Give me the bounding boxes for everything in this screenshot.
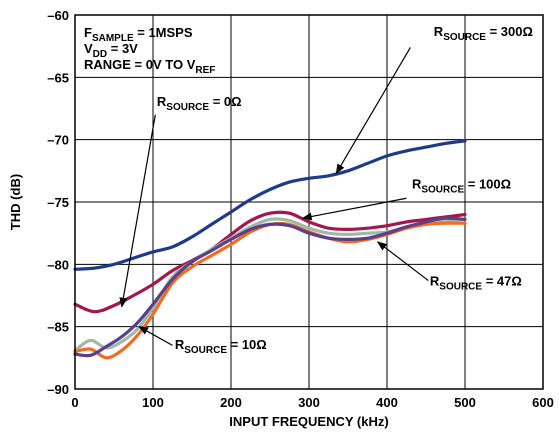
y-tick-label: –70 bbox=[47, 133, 69, 148]
annotation-arrow bbox=[119, 114, 156, 308]
y-tick-label: –65 bbox=[47, 70, 69, 85]
test-condition-label: RANGE = 0V TO VREF bbox=[84, 57, 215, 76]
y-tick-label: –75 bbox=[47, 195, 69, 210]
annotation-label: RSOURCE = 47Ω bbox=[430, 274, 522, 293]
test-condition-label: FSAMPLE = 1MSPS bbox=[84, 25, 193, 44]
y-axis-title: THD (dB) bbox=[8, 174, 23, 230]
series-line bbox=[73, 139, 467, 271]
x-axis-title: INPUT FREQUENCY (kHz) bbox=[229, 414, 388, 429]
x-tick-label: 0 bbox=[71, 395, 78, 410]
annotation-arrow bbox=[301, 197, 407, 221]
tick-labels: 0 100 200 300 400 500 600 –60 –65 –70 –75 –80 –85 –90 bbox=[47, 8, 554, 410]
x-tick-label: 500 bbox=[454, 395, 476, 410]
x-tick-label: 100 bbox=[142, 395, 164, 410]
series-annotations: RSOURCE = 300Ω RSOURCE = 0Ω RSOURCE = 100Ω… bbox=[119, 24, 533, 356]
y-tick-label: –85 bbox=[47, 320, 69, 335]
series-line bbox=[73, 210, 467, 314]
plot-frame bbox=[74, 14, 544, 390]
x-tick-label: 600 bbox=[532, 395, 554, 410]
grid bbox=[75, 15, 543, 389]
y-tick-label: –90 bbox=[47, 382, 69, 397]
annotation-arrow bbox=[376, 241, 429, 282]
y-tick-label: –80 bbox=[47, 257, 69, 272]
series-line bbox=[73, 216, 467, 358]
annotation-label: RSOURCE = 0Ω bbox=[157, 94, 242, 113]
x-tick-label: 200 bbox=[220, 395, 242, 410]
x-tick-label: 400 bbox=[376, 395, 398, 410]
series-lines bbox=[73, 139, 467, 360]
annotation-label: RSOURCE = 100Ω bbox=[412, 176, 511, 195]
x-tick-label: 300 bbox=[298, 395, 320, 410]
series-line bbox=[73, 221, 467, 360]
test-condition-label: VDD = 3V bbox=[84, 41, 138, 60]
y-tick-label: –60 bbox=[47, 8, 69, 23]
annotation-label: RSOURCE = 300Ω bbox=[434, 24, 533, 43]
annotation-arrow bbox=[138, 326, 173, 346]
annotation-arrow bbox=[335, 47, 411, 175]
annotation-label: RSOURCE = 10Ω bbox=[175, 337, 267, 356]
